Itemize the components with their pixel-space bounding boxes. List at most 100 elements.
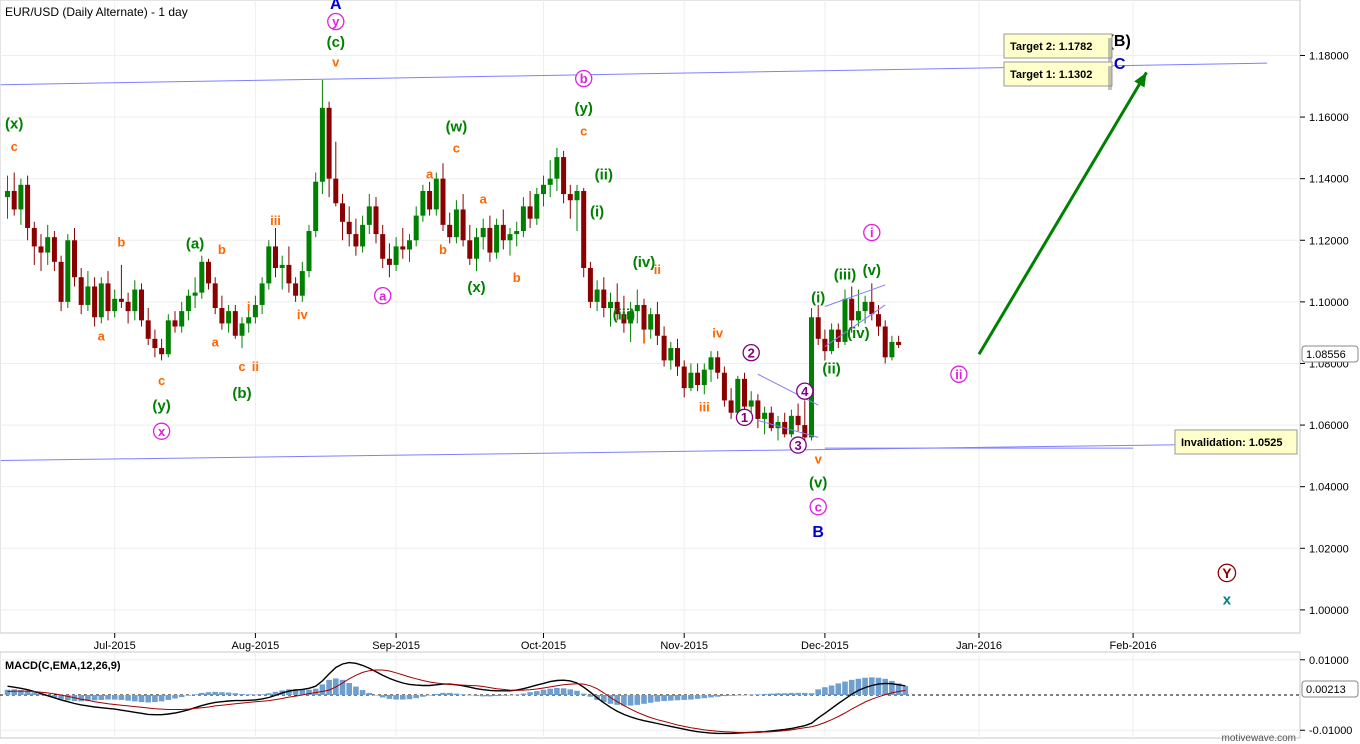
candle-body [386, 258, 392, 265]
trendline [824, 304, 886, 347]
histogram-bar [31, 692, 38, 695]
histogram-bar [795, 692, 801, 695]
wave-label: (c) [327, 34, 345, 51]
candle-body [373, 206, 379, 235]
candle-body [273, 246, 278, 268]
candle-body [18, 184, 24, 210]
histogram-bar [755, 694, 761, 695]
histogram-bar [266, 693, 272, 695]
wave-label: a [98, 328, 106, 343]
histogram-bar [681, 695, 687, 700]
time-tick-label: Oct-2015 [521, 640, 566, 652]
wave-label: 3 [794, 438, 801, 453]
macd-tick-label: -0.01000 [1309, 725, 1352, 737]
wave-label: (iv) [847, 325, 870, 342]
histogram-bar [413, 695, 419, 699]
wave-label: b [218, 242, 226, 257]
histogram-bar [58, 695, 64, 700]
price-tick-label: 1.02000 [1309, 543, 1349, 555]
histogram-bar [520, 693, 527, 695]
candle-body [51, 237, 57, 262]
histogram-bar [78, 695, 84, 702]
time-axis[interactable]: Jul-2015 Aug-2015 Sep-2015 Oct-2015 Nov-2015… [94, 633, 1157, 652]
candle-body [889, 341, 895, 358]
candle-body [132, 289, 138, 312]
candle-body [695, 372, 701, 386]
candle-body [199, 261, 205, 293]
candle-body [614, 301, 620, 315]
candle-body [440, 178, 446, 225]
histogram-bar [721, 695, 728, 697]
candle-body [433, 178, 439, 210]
candle-body [11, 190, 17, 210]
candle-body [252, 304, 258, 318]
wave-label-circle [1217, 563, 1237, 583]
histogram-bar [735, 695, 741, 696]
candle-body [547, 178, 553, 185]
wave-label: c [580, 124, 587, 139]
histogram-bar [674, 695, 681, 701]
candle-body [340, 203, 345, 222]
candle-body [815, 317, 821, 339]
wave-label: C [1114, 56, 1126, 73]
price-axis[interactable]: 1.180001.160001.140001.120001.100001.080… [1300, 50, 1349, 617]
price-grid [0, 0, 1300, 633]
histogram-bar [875, 677, 882, 695]
candle-body [567, 194, 573, 201]
histogram-bar [312, 688, 319, 695]
candle-body [299, 271, 305, 296]
candle-body [380, 234, 386, 259]
candlesticks [5, 80, 902, 444]
trendline [757, 373, 819, 406]
candle-body [31, 227, 37, 247]
candle-body [735, 378, 741, 413]
macd-axis[interactable]: 0.01000 -0.01000 [1300, 655, 1352, 737]
candle-body [165, 320, 171, 355]
candle-body [882, 326, 888, 358]
wave-label-circle [950, 365, 968, 383]
wave-label: c [453, 141, 460, 156]
candle-body [835, 329, 841, 342]
histogram-bar [507, 695, 513, 696]
histogram-bar [4, 689, 11, 695]
invalidation-annotation[interactable]: Invalidation: 1.0525 [1174, 429, 1298, 455]
histogram-bar [299, 689, 306, 695]
histogram-bar [647, 695, 654, 703]
candle-body [179, 311, 185, 327]
candle-body [420, 190, 426, 216]
wave-label: b [117, 234, 125, 249]
candle-body [601, 289, 607, 309]
last-price-tag: 1.08556 [1301, 345, 1359, 363]
histogram-bar [574, 690, 580, 695]
wave-label: (iii) [613, 307, 636, 324]
histogram-bar [627, 695, 634, 706]
candle-body [232, 311, 238, 336]
candle-body [38, 246, 44, 253]
histogram-bar [286, 689, 292, 695]
macd-last-text: 0.00213 [1306, 684, 1346, 696]
candle-body [366, 206, 372, 225]
histogram-bar [822, 687, 828, 695]
wave-label: (i) [590, 203, 604, 220]
invalidation-text: Invalidation: 1.0525 [1181, 437, 1282, 449]
price-tick-label: 1.04000 [1309, 482, 1349, 494]
candle-body [822, 338, 828, 352]
target2-annotation[interactable]: Target 2: 1.1782 [1003, 33, 1113, 62]
histogram-bar [18, 690, 24, 695]
candle-body [641, 304, 647, 330]
histogram-bar [621, 695, 627, 706]
histogram-bar [400, 695, 406, 700]
histogram-bar [534, 691, 540, 695]
candle-body [453, 209, 459, 238]
histogram-bar [634, 695, 641, 705]
histogram-bar [487, 695, 493, 697]
wave-label: ii [955, 367, 962, 382]
candle-body [896, 341, 902, 345]
candle-body [460, 209, 466, 241]
histogram-bar [862, 677, 868, 695]
candle-body [728, 400, 734, 413]
wave-label: (y) [152, 397, 170, 414]
histogram-bar [453, 693, 460, 695]
target1-annotation[interactable]: Target 1: 1.1302 [1003, 61, 1113, 90]
